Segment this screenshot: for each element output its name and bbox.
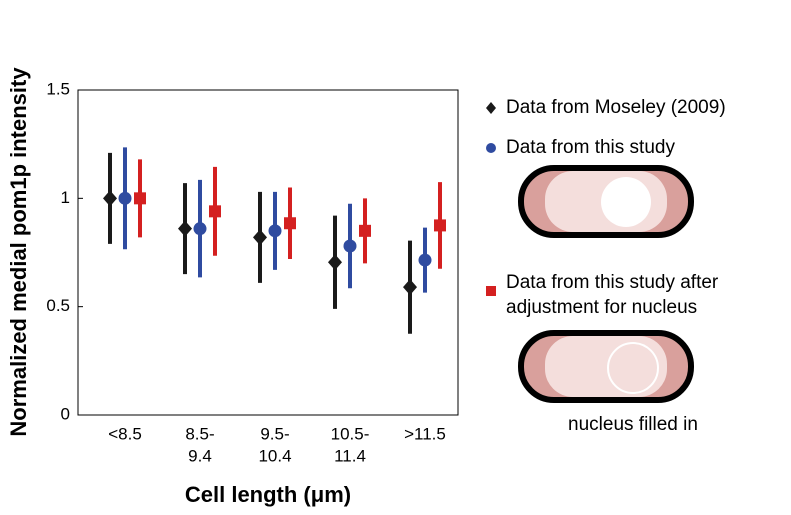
marker bbox=[103, 190, 117, 207]
marker bbox=[209, 205, 221, 218]
legend-label: Data from this study bbox=[506, 137, 675, 158]
marker bbox=[253, 229, 267, 246]
marker bbox=[268, 224, 282, 238]
marker bbox=[134, 192, 146, 205]
x-tick-label: <8.5 bbox=[108, 424, 142, 443]
y-axis-label: Normalized medial pom1p intensity bbox=[6, 67, 31, 437]
legend-swatch bbox=[486, 143, 496, 153]
x-tick-label: 9.5- bbox=[260, 424, 289, 443]
x-tick-label: 10.4 bbox=[258, 446, 291, 465]
x-tick-label: 9.4 bbox=[188, 446, 212, 465]
annotation: nucleus filled in bbox=[568, 414, 698, 435]
marker bbox=[118, 191, 132, 205]
cell-diagram-filled bbox=[518, 330, 694, 403]
marker bbox=[359, 224, 371, 237]
x-tick-label: >11.5 bbox=[404, 424, 446, 443]
legend-label: Data from Moseley (2009) bbox=[506, 97, 726, 118]
legend-label: Data from this study after adjustment fo… bbox=[506, 272, 719, 318]
legend-swatch bbox=[486, 102, 496, 114]
y-tick-label: 0.5 bbox=[46, 296, 70, 315]
marker bbox=[328, 254, 342, 271]
plot-frame bbox=[77, 89, 459, 416]
marker bbox=[434, 219, 446, 232]
legend-swatch bbox=[486, 286, 496, 296]
marker bbox=[193, 222, 207, 236]
marker bbox=[418, 253, 432, 267]
x-axis-label: Cell length (μm) bbox=[185, 482, 351, 507]
cell-diagram bbox=[518, 165, 694, 238]
marker bbox=[343, 239, 357, 253]
y-tick-label: 1.5 bbox=[46, 79, 70, 98]
y-tick-label: 1 bbox=[61, 188, 70, 207]
y-tick-label: 0 bbox=[61, 404, 70, 423]
marker bbox=[284, 217, 296, 230]
x-tick-label: 11.4 bbox=[334, 446, 366, 465]
marker bbox=[403, 279, 417, 296]
x-tick-label: 10.5- bbox=[331, 424, 370, 443]
x-tick-label: 8.5- bbox=[185, 424, 214, 443]
marker bbox=[178, 220, 192, 237]
